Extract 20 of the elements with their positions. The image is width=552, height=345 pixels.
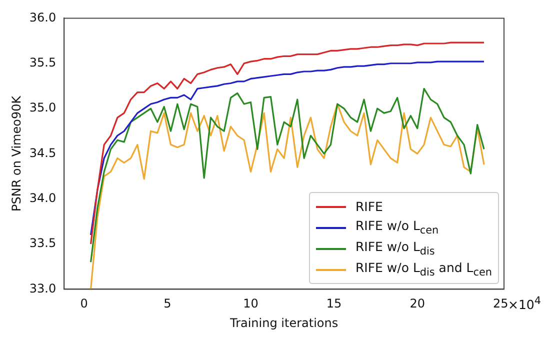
y-tick-label: 33.5 <box>29 236 56 250</box>
legend-label: RIFE <box>355 199 383 214</box>
text: ×10$^{4}$ <box>508 295 542 312</box>
y-tick-label: 35.5 <box>29 55 56 70</box>
y-tick-label: 35.0 <box>29 100 56 115</box>
legend-label: RIFE w/o L$_{dis}$ and L$_{cen}$ <box>355 260 492 279</box>
x-tick-label: 25 <box>493 296 508 311</box>
y-tick-label: 33.0 <box>29 281 56 296</box>
y-tick-label: 36.0 <box>29 10 56 24</box>
x-tick-label: 10 <box>243 296 258 311</box>
legend-label: RIFE w/o L$_{dis}$ <box>355 239 435 258</box>
x-tick-label: 20 <box>410 296 425 311</box>
legend-label: RIFE w/o L$_{cen}$ <box>355 218 439 237</box>
y-tick-label: 34.0 <box>29 190 56 205</box>
y-tick-label: 34.5 <box>29 146 56 160</box>
x-axis-title: Training iterations <box>228 316 338 330</box>
x-tick-label: 15 <box>326 296 342 311</box>
x-tick-label: 5 <box>164 296 172 311</box>
x-tick-label: 0 <box>80 296 88 311</box>
y-axis-title: PSNR on Vimeo90K <box>9 94 24 212</box>
